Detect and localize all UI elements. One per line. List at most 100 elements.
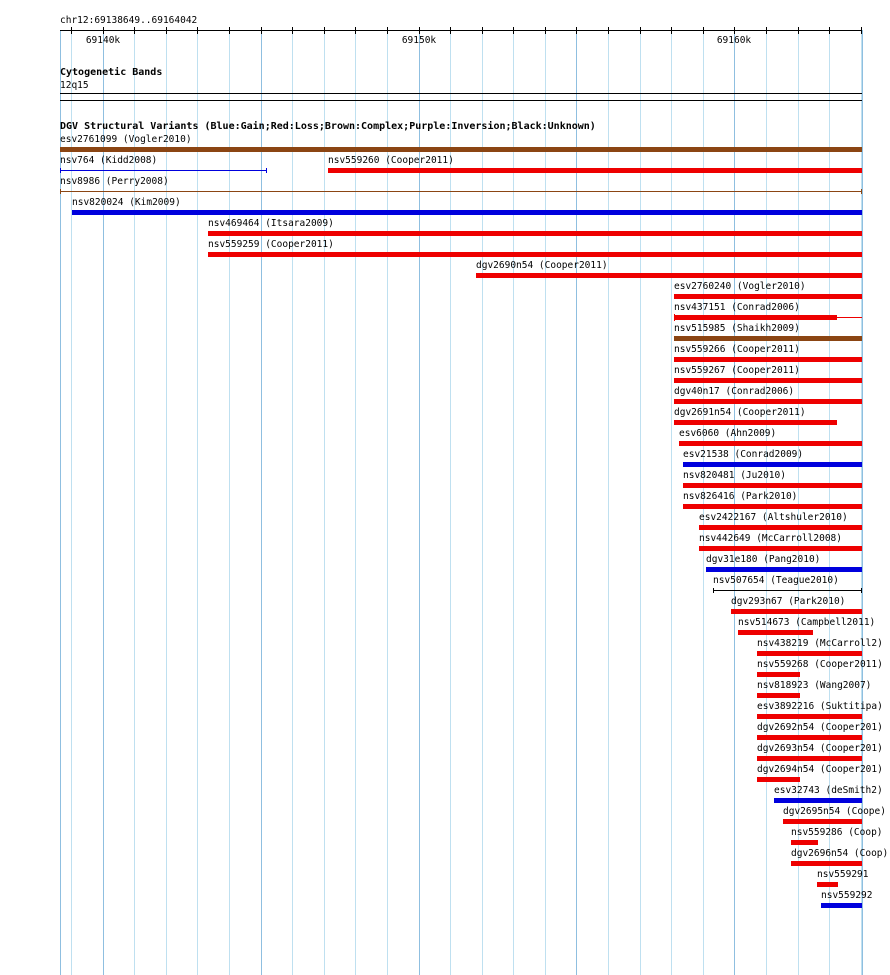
ruler-tick bbox=[608, 27, 609, 34]
dgv-feature-label[interactable]: dgv2690n54 (Cooper2011) bbox=[476, 260, 608, 271]
dgv-feature-line[interactable] bbox=[713, 590, 862, 591]
dgv-feature-bar[interactable] bbox=[674, 357, 862, 362]
dgv-feature-bar[interactable] bbox=[706, 567, 862, 572]
dgv-feature-label[interactable]: nsv559260 (Cooper2011) bbox=[328, 155, 454, 166]
dgv-feature-line[interactable] bbox=[60, 170, 267, 171]
ruler-tick bbox=[734, 27, 735, 34]
dgv-feature-label[interactable]: dgv2693n54 (Cooper201) bbox=[757, 743, 883, 754]
cytoband-line-top bbox=[60, 93, 862, 94]
dgv-feature-label[interactable]: nsv559292 bbox=[821, 890, 873, 901]
ruler-tick bbox=[71, 27, 72, 34]
dgv-feature-bar[interactable] bbox=[699, 525, 862, 530]
dgv-feature-label[interactable]: nsv559286 (Coop) bbox=[791, 827, 883, 838]
dgv-feature-bar[interactable] bbox=[757, 714, 862, 719]
ruler-tick bbox=[545, 27, 546, 34]
ruler-tick bbox=[829, 27, 830, 34]
dgv-feature-bar[interactable] bbox=[731, 609, 862, 614]
ruler-position-label: chr12:69138649..69164042 bbox=[60, 15, 198, 26]
dgv-feature-label[interactable]: nsv469464 (Itsara2009) bbox=[208, 218, 334, 229]
dgv-feature-label[interactable]: dgv293n67 (Park2010) bbox=[731, 596, 846, 607]
dgv-feature-label[interactable]: esv2761099 (Vogler2010) bbox=[60, 134, 192, 145]
dgv-feature-bar[interactable] bbox=[821, 903, 862, 908]
dgv-feature-bar[interactable] bbox=[72, 210, 862, 215]
dgv-feature-bar[interactable] bbox=[683, 504, 862, 509]
ruler-tick bbox=[703, 27, 704, 34]
dgv-feature-bar[interactable] bbox=[674, 336, 862, 341]
dgv-feature-label[interactable]: esv6060 (Ahn2009) bbox=[679, 428, 777, 439]
dgv-feature-label[interactable]: nsv442649 (McCarroll2008) bbox=[699, 533, 842, 544]
dgv-feature-label[interactable]: nsv559268 (Cooper2011) bbox=[757, 659, 883, 670]
dgv-feature-label[interactable]: dgv2695n54 (Coope) bbox=[783, 806, 886, 817]
dgv-feature-label[interactable]: nsv764 (Kidd2008) bbox=[60, 155, 158, 166]
cytoband-track-title[interactable]: Cytogenetic Bands bbox=[60, 67, 163, 78]
dgv-feature-label[interactable]: nsv438219 (McCarroll2) bbox=[757, 638, 883, 649]
dgv-feature-label[interactable]: esv2422167 (Altshuler2010) bbox=[699, 512, 848, 523]
ruler-tick bbox=[861, 27, 862, 34]
dgv-feature-label[interactable]: nsv507654 (Teague2010) bbox=[713, 575, 839, 586]
dgv-feature-label[interactable]: dgv40n17 (Conrad2006) bbox=[674, 386, 795, 397]
dgv-feature-bar[interactable] bbox=[774, 798, 862, 803]
ruler-tick bbox=[387, 27, 388, 34]
dgv-feature-bar[interactable] bbox=[757, 693, 800, 698]
dgv-feature-bar[interactable] bbox=[757, 672, 800, 677]
dgv-feature-label[interactable]: nsv559259 (Cooper2011) bbox=[208, 239, 334, 250]
dgv-feature-bar[interactable] bbox=[674, 399, 862, 404]
dgv-feature-label[interactable]: nsv437151 (Conrad2006) bbox=[674, 302, 800, 313]
dgv-feature-bar[interactable] bbox=[674, 294, 862, 299]
dgv-feature-bar[interactable] bbox=[757, 777, 800, 782]
dgv-feature-label[interactable]: dgv2694n54 (Cooper201) bbox=[757, 764, 883, 775]
dgv-feature-bar[interactable] bbox=[791, 861, 862, 866]
dgv-feature-bar[interactable] bbox=[674, 420, 837, 425]
dgv-feature-label[interactable]: esv32743 (deSmith2) bbox=[774, 785, 883, 796]
dgv-feature-bar[interactable] bbox=[738, 630, 813, 635]
dgv-feature-bar[interactable] bbox=[699, 546, 862, 551]
dgv-feature-line[interactable] bbox=[60, 191, 862, 192]
dgv-track-title[interactable]: DGV Structural Variants (Blue:Gain;Red:L… bbox=[60, 121, 596, 132]
dgv-feature-bar[interactable] bbox=[674, 378, 862, 383]
dgv-feature-bar[interactable] bbox=[208, 231, 862, 236]
dgv-feature-label[interactable]: dgv31e180 (Pang2010) bbox=[706, 554, 821, 565]
ruler-tick bbox=[482, 27, 483, 34]
dgv-feature-bar[interactable] bbox=[679, 441, 862, 446]
dgv-feature-label[interactable]: dgv2692n54 (Cooper201) bbox=[757, 722, 883, 733]
dgv-feature-label[interactable]: nsv559291 bbox=[817, 869, 869, 880]
dgv-feature-bar[interactable] bbox=[757, 756, 862, 761]
dgv-feature-bar[interactable] bbox=[674, 315, 837, 320]
ruler-scale-bar bbox=[60, 30, 862, 31]
dgv-feature-bar[interactable] bbox=[817, 882, 838, 887]
dgv-feature-label[interactable]: nsv818923 (Wang2007) bbox=[757, 680, 872, 691]
dgv-feature-bar[interactable] bbox=[757, 651, 862, 656]
dgv-feature-bar[interactable] bbox=[791, 840, 818, 845]
dgv-feature-label[interactable]: nsv515985 (Shaikh2009) bbox=[674, 323, 800, 334]
dgv-feature-bar[interactable] bbox=[783, 819, 862, 824]
dgv-feature-label[interactable]: nsv8986 (Perry2008) bbox=[60, 176, 169, 187]
ruler-tick bbox=[292, 27, 293, 34]
ruler-tick bbox=[450, 27, 451, 34]
dgv-feature-endcap bbox=[674, 314, 675, 321]
dgv-feature-label[interactable]: dgv2696n54 (Coop) bbox=[791, 848, 889, 859]
dgv-feature-label[interactable]: nsv559267 (Cooper2011) bbox=[674, 365, 800, 376]
dgv-feature-bar[interactable] bbox=[60, 147, 862, 152]
dgv-feature-bar[interactable] bbox=[683, 462, 862, 467]
dgv-feature-bar[interactable] bbox=[328, 168, 862, 173]
ruler-tick bbox=[671, 27, 672, 34]
ruler-tick bbox=[513, 27, 514, 34]
dgv-feature-label[interactable]: esv21538 (Conrad2009) bbox=[683, 449, 804, 460]
dgv-feature-bar[interactable] bbox=[757, 735, 862, 740]
dgv-feature-label[interactable]: dgv2691n54 (Cooper2011) bbox=[674, 407, 806, 418]
dgv-feature-label[interactable]: nsv826416 (Park2010) bbox=[683, 491, 798, 502]
dgv-feature-label[interactable]: nsv559266 (Cooper2011) bbox=[674, 344, 800, 355]
dgv-feature-label[interactable]: nsv514673 (Campbell2011) bbox=[738, 617, 876, 628]
dgv-feature-label[interactable]: esv2760240 (Vogler2010) bbox=[674, 281, 806, 292]
dgv-feature-line[interactable] bbox=[837, 317, 862, 318]
dgv-feature-bar[interactable] bbox=[683, 483, 862, 488]
dgv-feature-endcap bbox=[60, 189, 61, 194]
dgv-feature-bar[interactable] bbox=[208, 252, 862, 257]
dgv-feature-bar[interactable] bbox=[476, 273, 862, 278]
dgv-feature-label[interactable]: nsv820481 (Ju2010) bbox=[683, 470, 786, 481]
dgv-feature-label[interactable]: nsv820024 (Kim2009) bbox=[72, 197, 181, 208]
ruler-tick bbox=[229, 27, 230, 34]
dgv-feature-label[interactable]: esv3892216 (Suktitipa) bbox=[757, 701, 883, 712]
ruler-tick bbox=[197, 27, 198, 34]
